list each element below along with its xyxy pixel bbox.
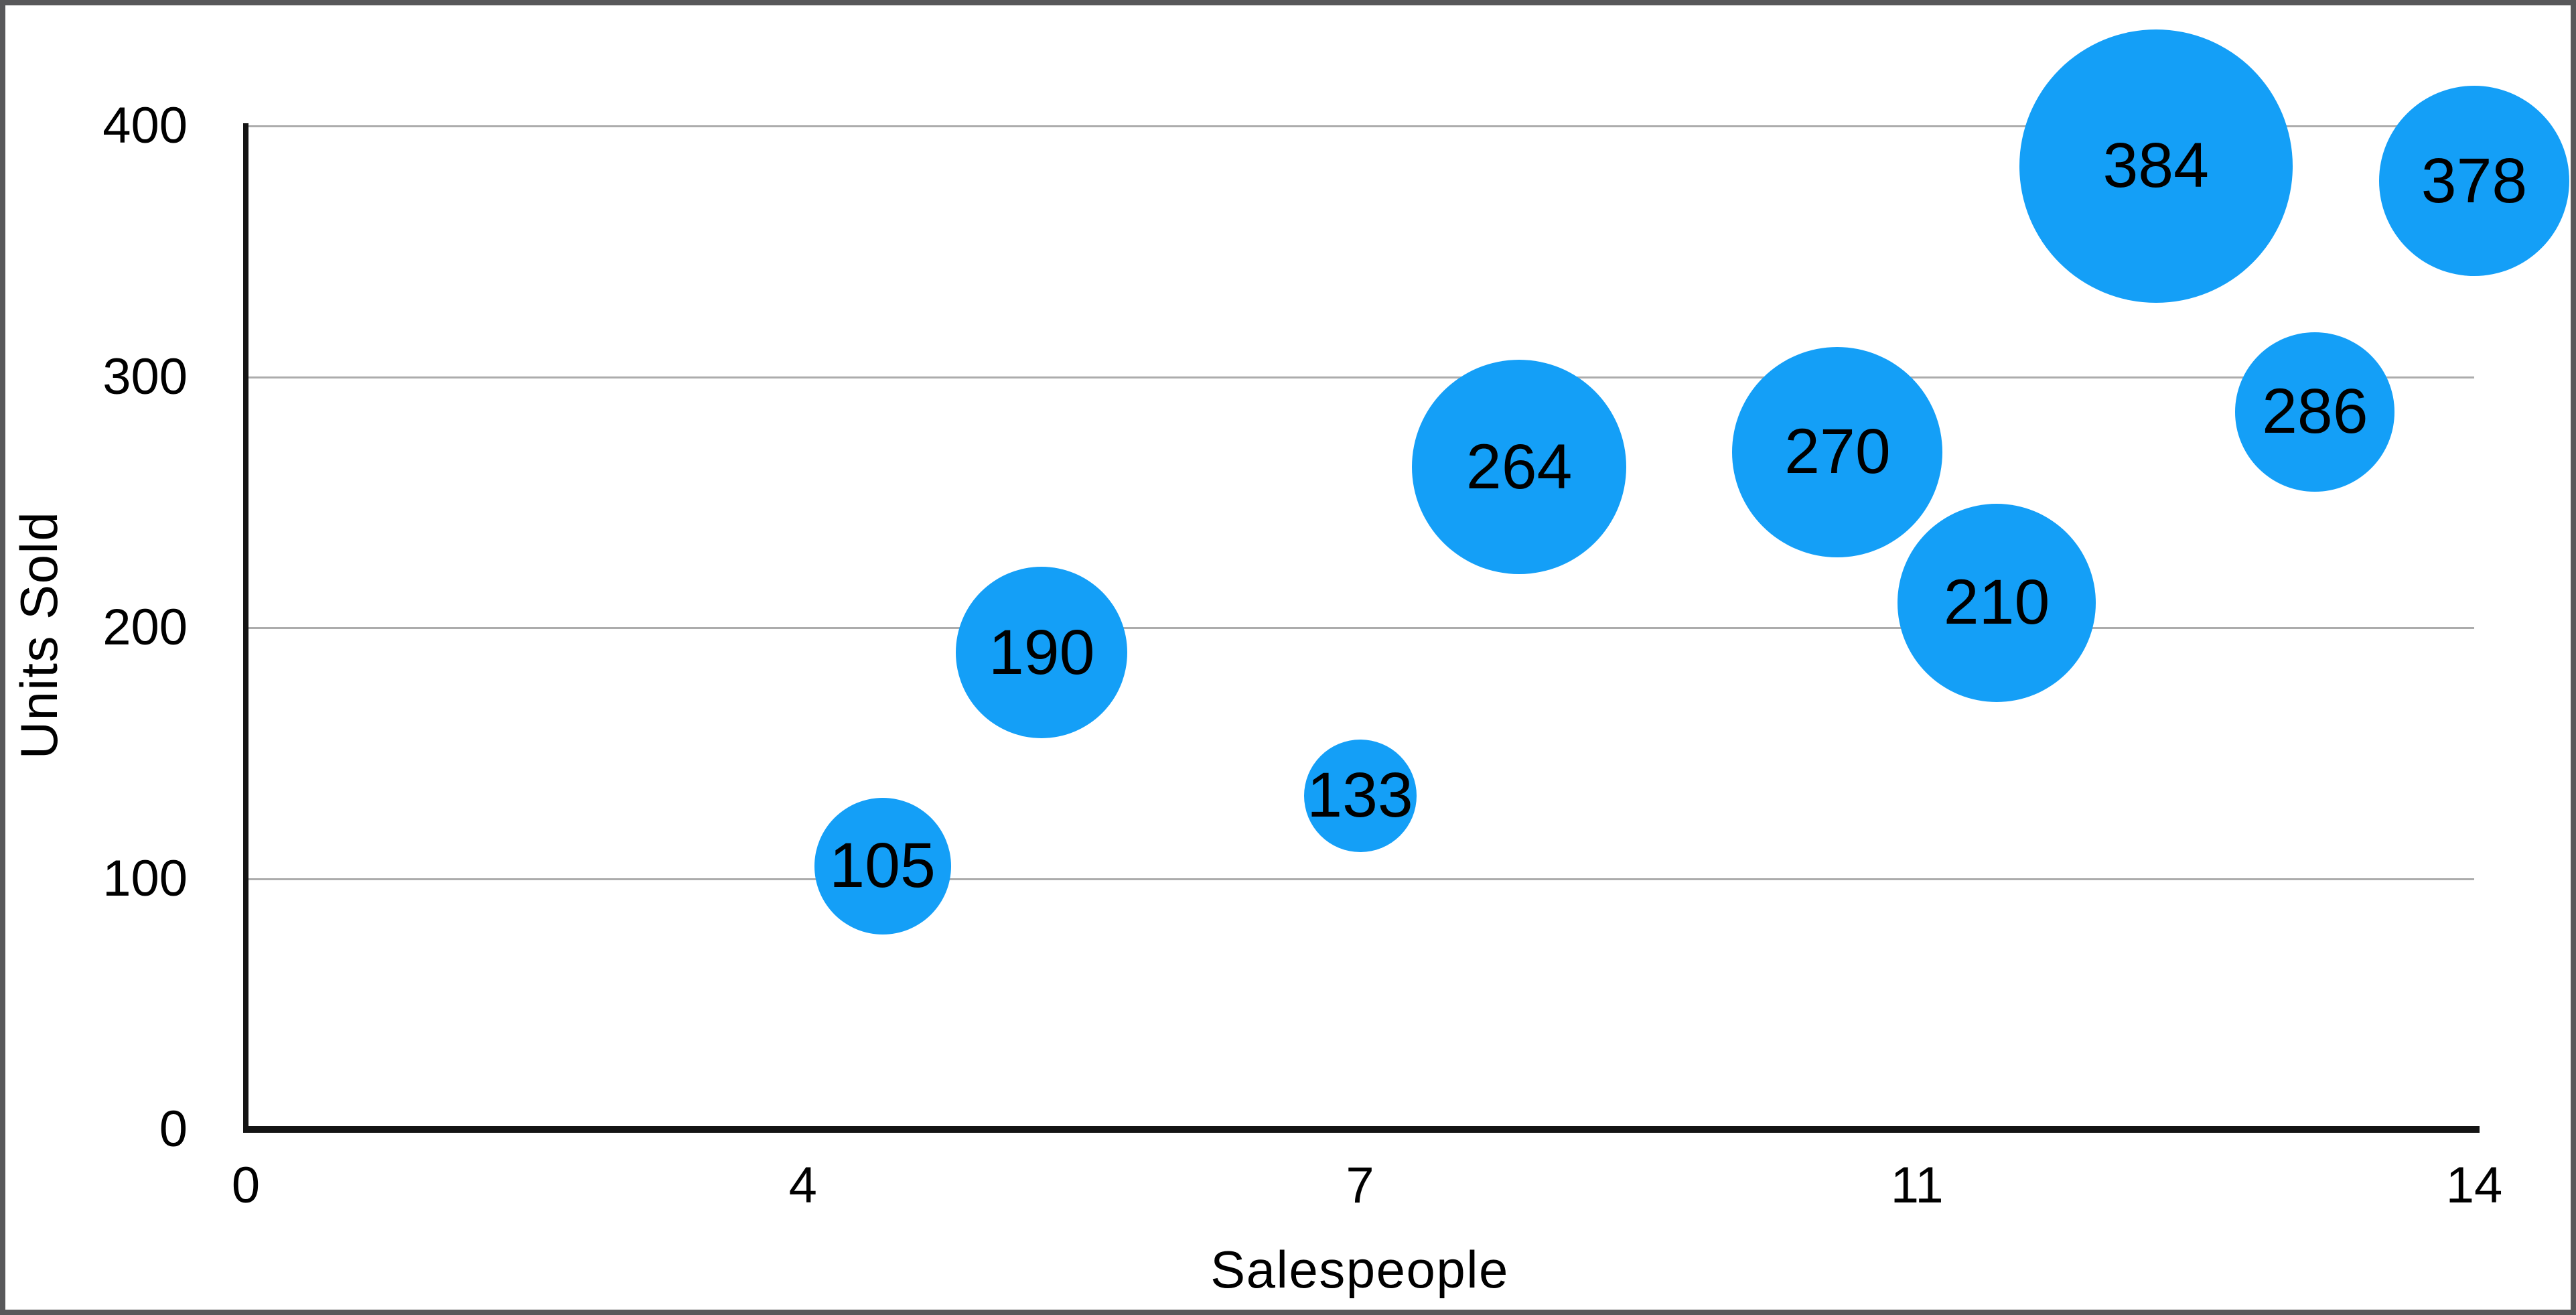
bubble-value-label: 286 xyxy=(2262,376,2368,447)
bubble-point-264[interactable]: 264 xyxy=(1412,360,1627,575)
bubble-value-label: 264 xyxy=(1465,431,1573,502)
x-tick-label-4: 4 xyxy=(788,1157,817,1214)
bubble-value-label: 133 xyxy=(1307,760,1413,831)
y-gridline-400 xyxy=(246,125,2474,127)
y-axis-title: Units Sold xyxy=(9,510,68,760)
bubble-point-286[interactable]: 286 xyxy=(2235,332,2395,492)
x-axis-line xyxy=(243,1126,2480,1133)
bubble-value-label: 210 xyxy=(1943,567,2050,638)
y-tick-label-0: 0 xyxy=(159,1101,188,1158)
bubble-value-label: 105 xyxy=(829,830,936,902)
y-tick-label-100: 100 xyxy=(102,849,188,907)
y-gridline-300 xyxy=(246,376,2474,378)
y-axis-line xyxy=(243,123,248,1133)
x-axis-title: Salespeople xyxy=(1210,1240,1509,1299)
bubble-point-105[interactable]: 105 xyxy=(814,797,951,935)
bubble-value-label: 378 xyxy=(2421,145,2528,216)
bubble-point-270[interactable]: 270 xyxy=(1732,346,1943,557)
bubble-point-384[interactable]: 384 xyxy=(2019,29,2293,303)
bubble-point-210[interactable]: 210 xyxy=(1898,503,2096,702)
y-gridline-100 xyxy=(246,878,2474,880)
x-tick-label-11: 11 xyxy=(1890,1157,1944,1214)
bubble-value-label: 270 xyxy=(1784,416,1891,488)
x-tick-label-0: 0 xyxy=(231,1157,261,1214)
x-tick-label-7: 7 xyxy=(1346,1157,1374,1214)
bubble-point-378[interactable]: 378 xyxy=(2379,86,2569,277)
y-tick-label-300: 300 xyxy=(102,348,188,405)
bubble-point-190[interactable]: 190 xyxy=(956,567,1128,739)
bubble-value-label: 190 xyxy=(988,616,1095,688)
y-tick-label-200: 200 xyxy=(102,599,188,656)
bubble-point-133[interactable]: 133 xyxy=(1303,739,1417,852)
x-tick-label-14: 14 xyxy=(2445,1157,2503,1214)
y-gridline-200 xyxy=(246,627,2474,629)
bubble-value-label: 384 xyxy=(2102,130,2209,202)
y-tick-label-400: 400 xyxy=(102,97,188,154)
